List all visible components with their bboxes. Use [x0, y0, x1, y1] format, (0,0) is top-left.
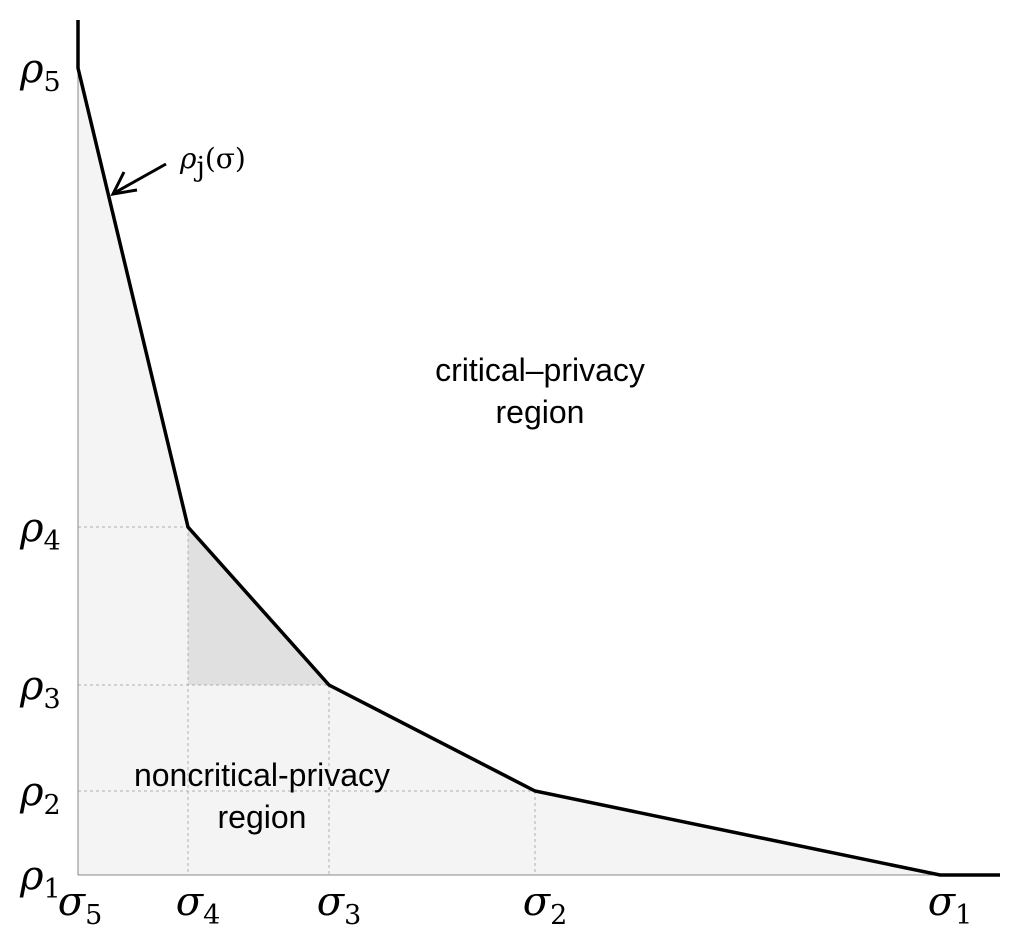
axis-label: σ5 [58, 879, 103, 931]
label-symbol: ρ [19, 46, 44, 92]
label-symbol: ρ [19, 663, 44, 709]
axis-label: ρ1 [19, 853, 61, 905]
label-symbol: σ [317, 879, 346, 925]
axis-label: ρ4 [19, 505, 61, 557]
region-label: noncritical-privacy [134, 757, 390, 793]
label-symbol: σ [928, 879, 957, 925]
label-symbol: ρ [19, 769, 44, 815]
axis-label: σ2 [523, 879, 568, 931]
annotation-arrowhead [110, 171, 138, 196]
label-subscript: 1 [44, 874, 61, 905]
annotation-arrow [115, 162, 167, 194]
axis-label: σ1 [928, 879, 973, 931]
label-symbol: σ [523, 879, 552, 925]
axis-label: σ4 [176, 879, 221, 931]
label-subscript: 3 [44, 684, 61, 715]
label-symbol: σ [176, 879, 205, 925]
axis-label: ρ5 [19, 46, 61, 98]
label-subscript: 5 [44, 67, 61, 98]
label-subscript: 4 [203, 900, 220, 931]
region-label: region [496, 394, 585, 430]
boundary-curve [76, 20, 1000, 877]
region-label: critical–privacy [435, 352, 645, 388]
label-subscript: 5 [85, 900, 102, 931]
axis-label: σ3 [317, 879, 362, 931]
label-subscript: 3 [344, 900, 361, 931]
axis-label: ρ3 [19, 663, 61, 715]
label-symbol: ρ [19, 853, 44, 899]
label-subscript: 1 [955, 900, 972, 931]
noncritical-area [78, 68, 940, 875]
curve-label: ρj(σ) [179, 142, 246, 183]
label-subscript: 4 [44, 526, 61, 557]
label-subscript: 2 [550, 900, 567, 931]
axis-label: ρ2 [19, 769, 61, 821]
region-label: region [218, 799, 307, 835]
label-symbol: ρ [19, 505, 44, 551]
label-subscript: 2 [44, 790, 61, 821]
label-symbol: σ [58, 879, 87, 925]
